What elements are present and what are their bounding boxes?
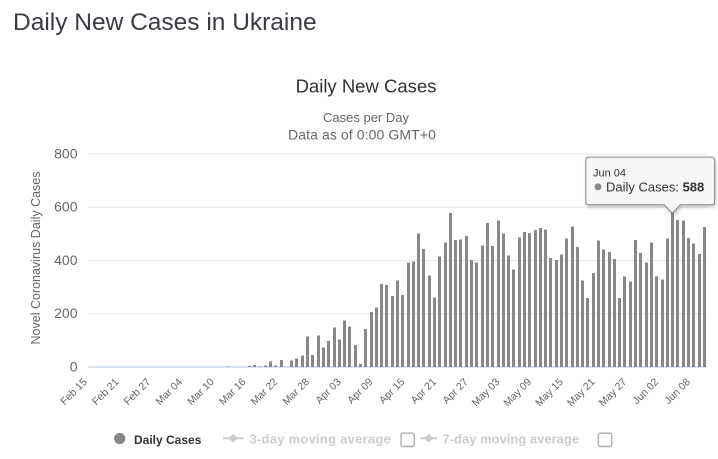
svg-text:800: 800 — [54, 145, 78, 161]
svg-text:Daily Cases: 588: Daily Cases: 588 — [606, 180, 704, 195]
svg-text:400: 400 — [54, 252, 78, 268]
svg-text:3-day moving average: 3-day moving average — [250, 432, 392, 447]
svg-text:200: 200 — [54, 305, 78, 321]
svg-text:Data as of 0:00 GMT+0: Data as of 0:00 GMT+0 — [288, 127, 436, 143]
svg-text:Daily New Cases in Ukraine: Daily New Cases in Ukraine — [13, 9, 317, 36]
svg-text:7-day moving average: 7-day moving average — [443, 432, 580, 447]
svg-text:Cases per Day: Cases per Day — [323, 110, 409, 125]
svg-text:Jun 04: Jun 04 — [593, 168, 626, 180]
svg-text:600: 600 — [54, 199, 78, 215]
svg-text:Daily Cases: Daily Cases — [134, 433, 202, 447]
svg-text:Novel Coronavirus Daily Cases: Novel Coronavirus Daily Cases — [29, 172, 43, 345]
svg-text:Daily New Cases: Daily New Cases — [296, 76, 437, 97]
svg-text:0: 0 — [70, 358, 78, 374]
